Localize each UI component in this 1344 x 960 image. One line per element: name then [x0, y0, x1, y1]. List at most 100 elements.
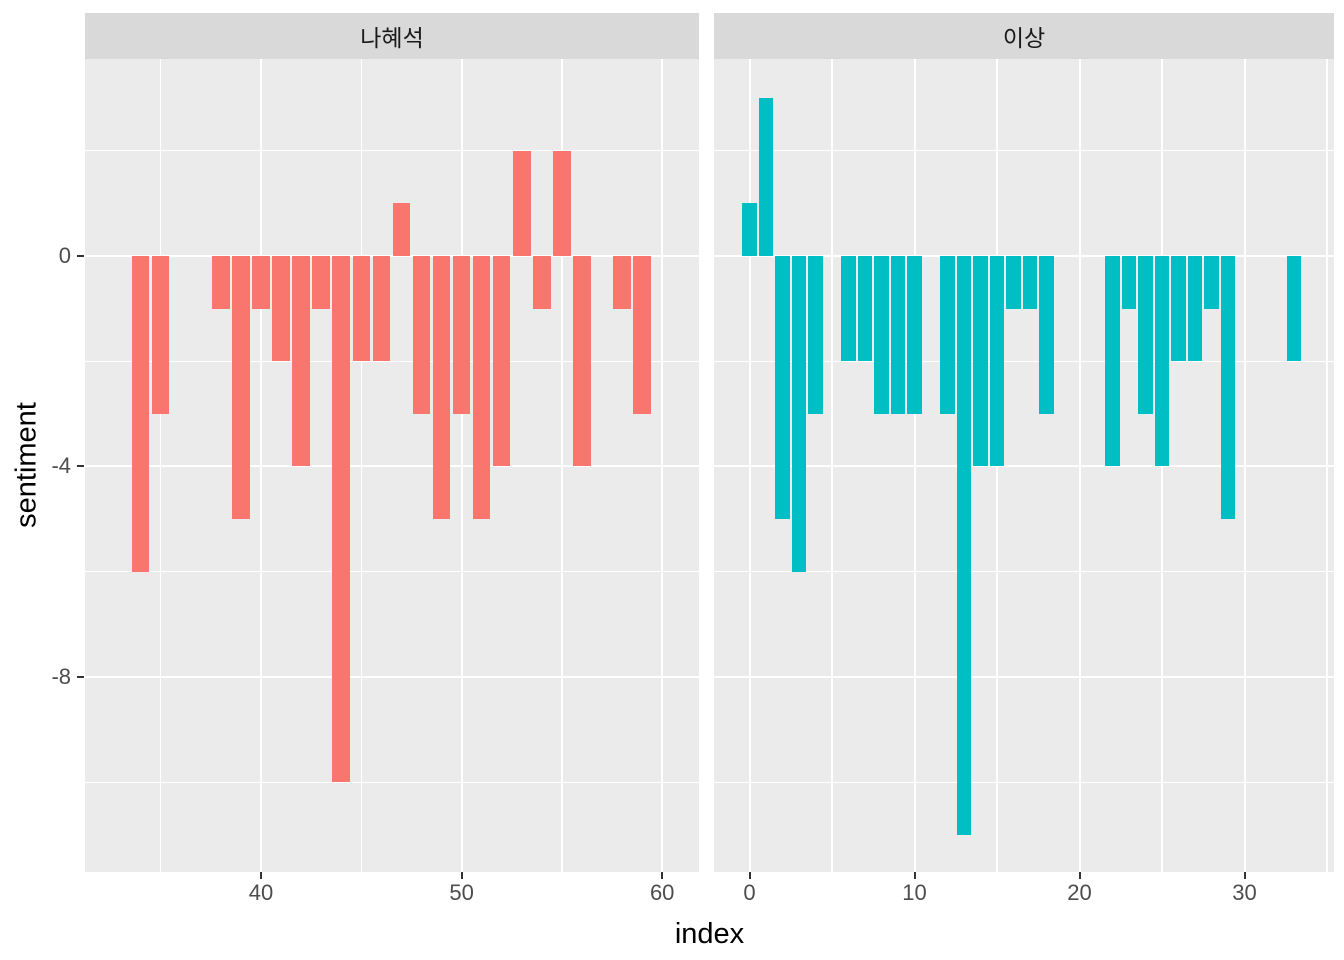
bar — [232, 256, 250, 520]
y-gridline-minor — [85, 150, 699, 152]
x-tick-mark — [661, 872, 664, 879]
facet-panel-right — [714, 59, 1334, 872]
bar — [907, 256, 922, 414]
x-gridline-major — [260, 59, 262, 872]
x-tick-mark — [260, 872, 262, 879]
bar — [472, 256, 491, 520]
facet-strip-left: 나혜석 — [85, 13, 699, 59]
x-gridline-major — [748, 59, 751, 872]
x-gridline-major — [913, 59, 916, 872]
y-gridline-major — [85, 465, 699, 468]
bar — [212, 256, 230, 309]
x-tick-label: 60 — [649, 880, 675, 905]
x-tick-label: 20 — [1067, 880, 1092, 905]
x-gridline-major — [460, 59, 463, 872]
bar — [742, 203, 757, 256]
x-tick-label: 10 — [902, 880, 927, 905]
x-gridline-minor — [360, 59, 362, 872]
bar — [775, 256, 790, 520]
bar — [1022, 256, 1038, 309]
x-gridline-minor — [831, 59, 833, 872]
bar — [1105, 256, 1120, 467]
bar — [272, 256, 290, 362]
y-gridline-major — [85, 675, 699, 678]
bar — [1220, 256, 1236, 520]
facet-label-left: 나혜석 — [360, 25, 424, 51]
bar — [392, 203, 411, 256]
x-tick-mark — [913, 872, 916, 879]
y-tick-label: 0 — [58, 243, 71, 268]
x-gridline-major — [1243, 59, 1246, 872]
bar — [131, 256, 150, 572]
bar — [1138, 256, 1153, 414]
bar — [857, 256, 873, 362]
x-gridline-minor — [160, 59, 162, 872]
y-tick-mark — [77, 675, 84, 678]
y-gridline-minor — [714, 571, 1334, 573]
y-gridline-minor — [85, 571, 699, 573]
y-gridline-minor — [85, 360, 699, 362]
bar — [841, 256, 856, 362]
bar — [312, 256, 330, 309]
y-gridline-major — [85, 255, 699, 257]
bar — [956, 256, 972, 835]
y-gridline-major — [714, 465, 1334, 468]
y-tick-label: -4 — [51, 453, 71, 479]
bar — [332, 256, 350, 783]
bar — [633, 256, 651, 414]
bar — [412, 256, 431, 414]
bar — [989, 256, 1005, 467]
bar — [252, 256, 270, 309]
bar — [372, 256, 391, 362]
y-tick-mark — [77, 465, 84, 468]
y-tick-mark — [77, 255, 84, 257]
y-gridline-minor — [714, 781, 1334, 783]
facet-panel-left — [85, 59, 699, 872]
x-gridline-major — [661, 59, 664, 872]
x-axis-title: index — [674, 918, 745, 950]
bar — [1006, 256, 1021, 309]
y-tick-label: -8 — [51, 663, 71, 689]
bar — [940, 256, 955, 414]
bar — [352, 256, 371, 362]
facet-strip-right: 이상 — [714, 13, 1334, 59]
bar — [1286, 256, 1302, 362]
bar — [890, 256, 906, 414]
bar — [1039, 256, 1054, 414]
x-tick-mark — [748, 872, 751, 879]
bar — [151, 256, 170, 414]
bar — [1187, 256, 1203, 362]
bar — [973, 256, 988, 467]
x-tick-label: 40 — [248, 880, 274, 905]
bar — [874, 256, 889, 414]
x-tick-label: 30 — [1232, 880, 1257, 905]
x-gridline-minor — [1326, 59, 1328, 872]
bar — [758, 98, 774, 256]
bar — [292, 256, 310, 467]
x-tick-mark — [1078, 872, 1081, 879]
y-gridline-minor — [714, 360, 1334, 362]
bar — [791, 256, 807, 572]
x-tick-label: 0 — [743, 880, 756, 905]
bar — [1154, 256, 1170, 467]
bar — [573, 256, 591, 467]
bar — [513, 150, 531, 256]
bar — [1171, 256, 1186, 362]
x-tick-mark — [1243, 872, 1246, 879]
y-axis-title: sentiment — [10, 402, 43, 528]
y-gridline-major — [714, 675, 1334, 678]
bar — [808, 256, 823, 414]
y-gridline-minor — [85, 781, 699, 783]
bar — [553, 150, 571, 256]
x-gridline-minor — [561, 59, 563, 872]
x-gridline-major — [1078, 59, 1081, 872]
facet-label-right: 이상 — [1002, 25, 1046, 51]
bar — [613, 256, 631, 309]
x-tick-mark — [460, 872, 463, 879]
bar — [452, 256, 471, 414]
bar — [1121, 256, 1137, 309]
x-tick-label: 50 — [449, 880, 474, 905]
bar — [492, 256, 511, 467]
bar — [432, 256, 451, 520]
